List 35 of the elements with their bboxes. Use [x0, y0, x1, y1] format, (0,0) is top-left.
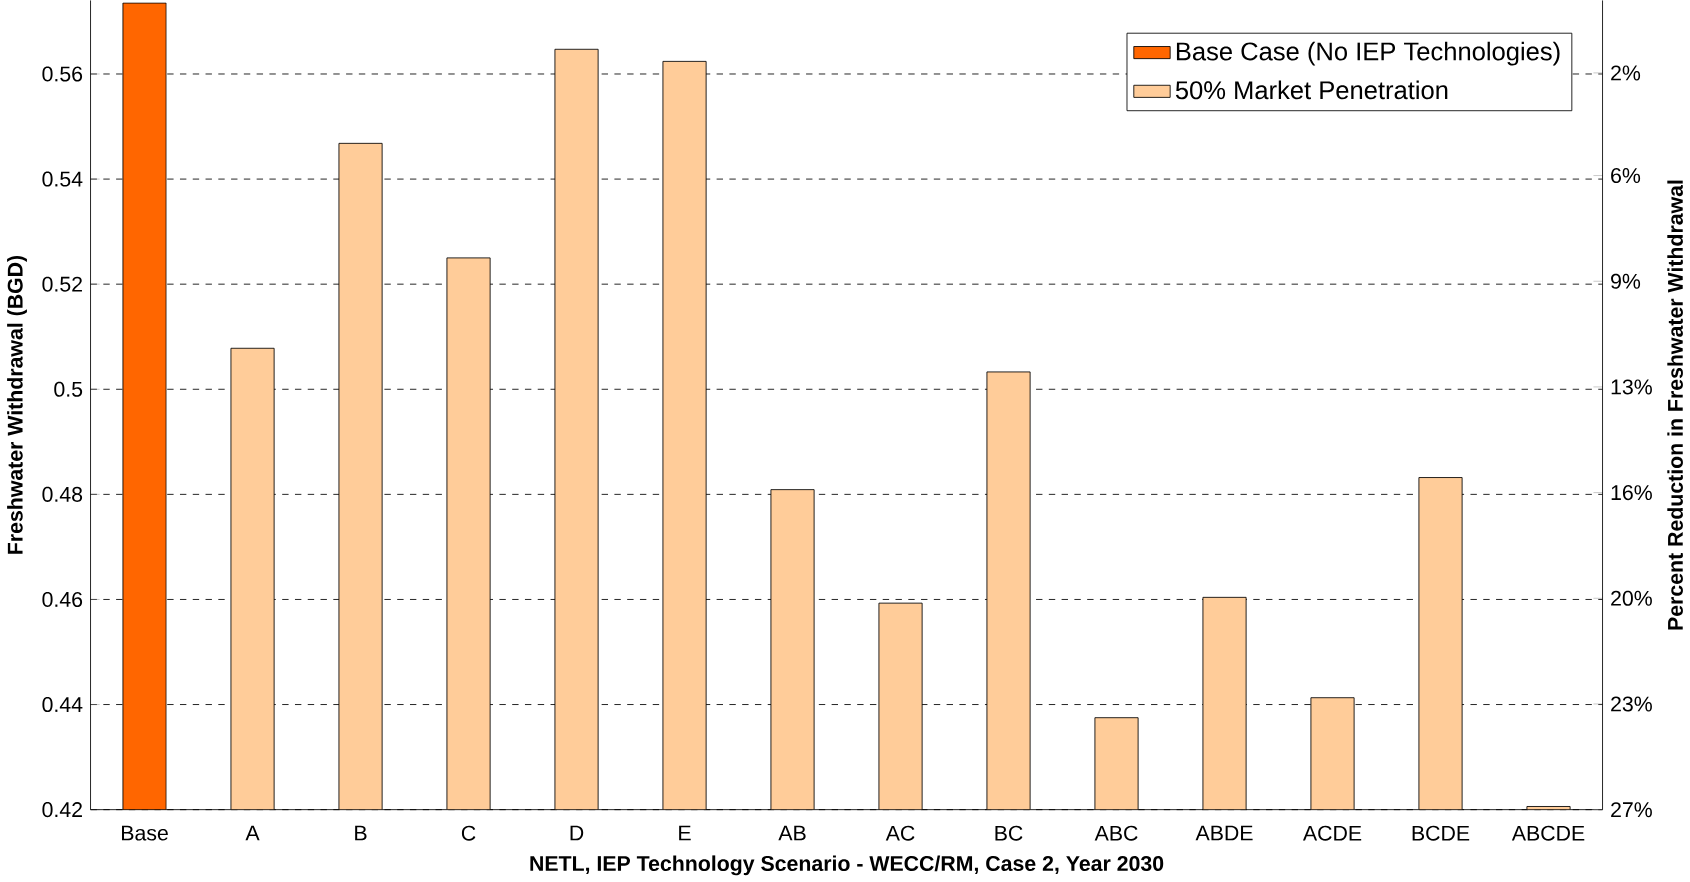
- y-tick-label: 0.48: [42, 486, 83, 502]
- y2-tick-label: 2%: [1611, 65, 1641, 81]
- legend-label: Base Case (No IEP Technologies): [1176, 41, 1560, 66]
- x-tick-label: BC: [995, 825, 1023, 841]
- y2-tick-label: 16%: [1611, 484, 1652, 500]
- y2-tick-label: 20%: [1611, 590, 1652, 606]
- y-tick-label: 0.44: [42, 696, 83, 712]
- x-tick-label: AC: [885, 825, 915, 841]
- x-tick-label: E: [679, 825, 691, 841]
- x-tick-label: B: [355, 825, 367, 841]
- x-axis-title: NETL, IEP Technology Scenario - WECC/RM, Case 2, Year 2030: [530, 855, 1164, 876]
- x-tick-label: Base: [122, 825, 168, 841]
- y2-tick-label: 27%: [1611, 801, 1652, 817]
- x-tick-label: C: [461, 825, 476, 841]
- y-tick-label: 0.42: [42, 801, 82, 817]
- x-tick-label: D: [570, 825, 584, 841]
- y-tick-label: 0.5: [54, 381, 83, 397]
- x-tick-label: ABCDE: [1511, 825, 1585, 841]
- y2-tick-label: 9%: [1611, 273, 1641, 289]
- x-tick-label: ABC: [1094, 825, 1138, 841]
- x-tick-label: BCDE: [1412, 825, 1470, 841]
- y-tick-label: 0.54: [42, 171, 83, 187]
- y2-axis-title: Percent Reduction in Freshwater Withdrawal: [1667, 180, 1683, 630]
- y2-tick-label: 6%: [1611, 167, 1641, 183]
- x-tick-label: ABDE: [1195, 825, 1253, 841]
- y-tick-label: 0.52: [42, 276, 82, 292]
- x-tick-label: A: [245, 825, 260, 841]
- y-axis-title: Freshwater Withdrawal (BGD): [7, 255, 27, 554]
- legend-label: 50% Market Penetration: [1175, 80, 1448, 100]
- x-tick-label: ACDE: [1302, 825, 1362, 841]
- y-tick-label: 0.46: [42, 591, 83, 607]
- x-tick-label: AB: [778, 825, 806, 841]
- y2-tick-label: 13%: [1611, 379, 1652, 395]
- y-tick-label: 0.56: [42, 66, 83, 82]
- y2-tick-label: 23%: [1611, 696, 1652, 712]
